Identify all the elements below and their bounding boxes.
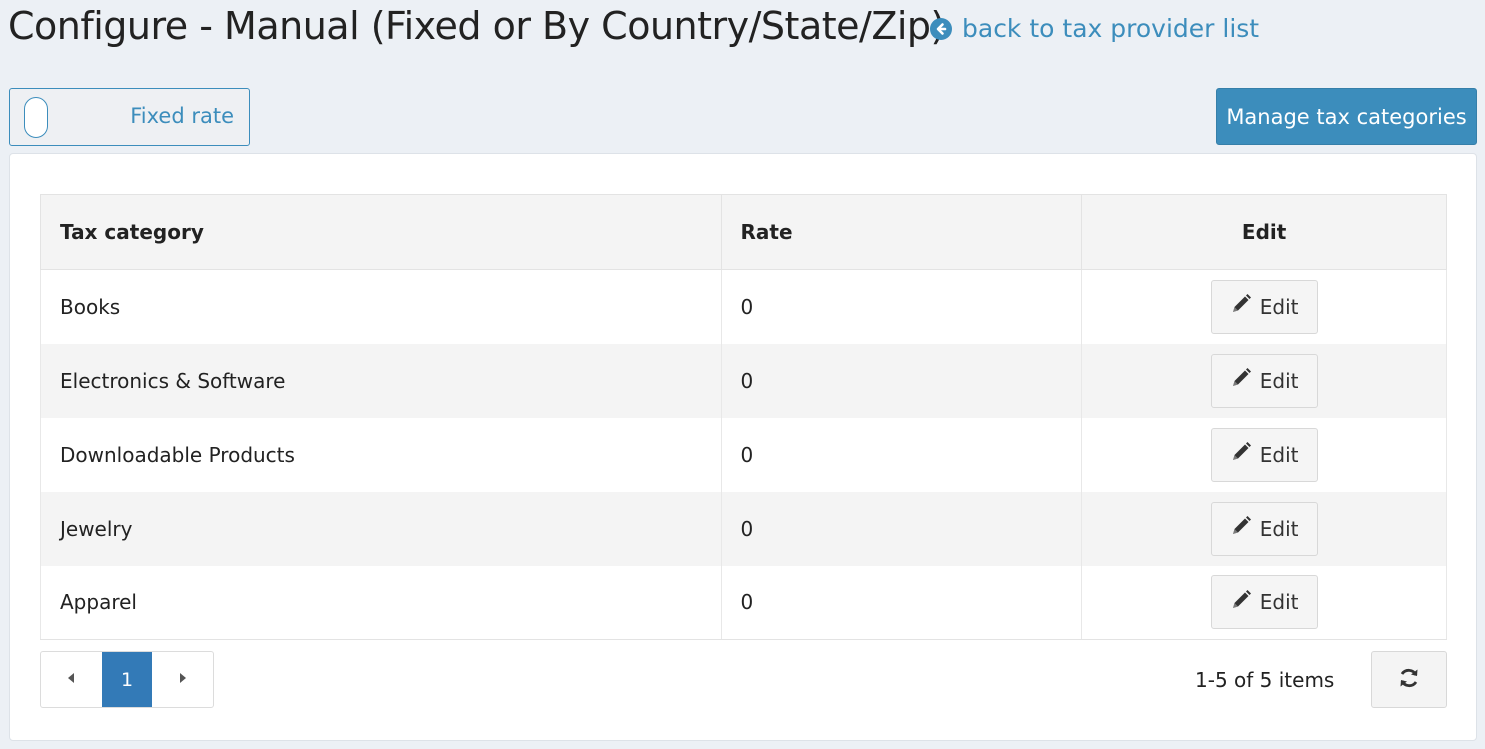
fixed-rate-toggle[interactable]: Fixed rate bbox=[9, 88, 250, 146]
cell-tax-category: Downloadable Products bbox=[40, 417, 722, 492]
cell-edit: Edit bbox=[1081, 343, 1447, 418]
next-page-button[interactable] bbox=[152, 652, 213, 707]
cell-rate: 0 bbox=[720, 343, 1083, 418]
cell-edit: Edit bbox=[1081, 565, 1447, 640]
edit-button-label: Edit bbox=[1259, 294, 1299, 319]
cell-edit: Edit bbox=[1081, 417, 1447, 492]
cell-rate: 0 bbox=[720, 491, 1083, 566]
table-row: Jewelry 0 Edit bbox=[40, 491, 1447, 566]
edit-button-label: Edit bbox=[1259, 442, 1299, 467]
caret-left-icon bbox=[66, 672, 76, 688]
cell-edit: Edit bbox=[1081, 491, 1447, 566]
refresh-icon bbox=[1397, 666, 1421, 694]
pencil-icon bbox=[1230, 293, 1252, 320]
toggle-label: Fixed rate bbox=[130, 104, 234, 128]
column-header-edit: Edit bbox=[1081, 194, 1447, 270]
table-row: Electronics & Software 0 Edit bbox=[40, 343, 1447, 418]
manage-tax-categories-button[interactable]: Manage tax categories bbox=[1216, 88, 1477, 145]
refresh-button[interactable] bbox=[1371, 651, 1447, 708]
back-to-list-link[interactable]: back to tax provider list bbox=[930, 14, 1259, 43]
pencil-icon bbox=[1230, 589, 1252, 616]
cell-tax-category: Electronics & Software bbox=[40, 343, 722, 418]
table-header-row: Tax category Rate Edit bbox=[40, 194, 1447, 270]
arrow-circle-left-icon bbox=[930, 17, 952, 40]
prev-page-button[interactable] bbox=[41, 652, 102, 707]
pencil-icon bbox=[1230, 367, 1252, 394]
cell-rate: 0 bbox=[720, 565, 1083, 640]
table-body: Books 0 Edit Electronics & Software 0 Edit Dow… bbox=[40, 269, 1447, 640]
cell-rate: 0 bbox=[720, 417, 1083, 492]
caret-right-icon bbox=[178, 672, 188, 688]
cell-edit: Edit bbox=[1081, 269, 1447, 344]
pagination: 1 bbox=[40, 651, 214, 708]
edit-button[interactable]: Edit bbox=[1210, 353, 1318, 408]
edit-button[interactable]: Edit bbox=[1210, 575, 1318, 630]
tax-card: Tax category Rate Edit Books 0 Edit Electro… bbox=[9, 153, 1477, 741]
edit-button[interactable]: Edit bbox=[1210, 501, 1318, 556]
column-header-tax-category[interactable]: Tax category bbox=[40, 194, 722, 270]
page-number-current[interactable]: 1 bbox=[101, 652, 153, 707]
tax-category-table: Tax category Rate Edit Books 0 Edit Electro… bbox=[40, 194, 1447, 640]
cell-tax-category: Apparel bbox=[40, 565, 722, 640]
edit-button-label: Edit bbox=[1259, 516, 1299, 541]
toggle-knob[interactable] bbox=[24, 97, 48, 138]
cell-tax-category: Books bbox=[40, 269, 722, 344]
table-row: Apparel 0 Edit bbox=[40, 565, 1447, 640]
table-row: Downloadable Products 0 Edit bbox=[40, 417, 1447, 492]
edit-button[interactable]: Edit bbox=[1210, 279, 1318, 334]
back-link-label: back to tax provider list bbox=[962, 14, 1260, 43]
edit-button-label: Edit bbox=[1259, 368, 1299, 393]
table-row: Books 0 Edit bbox=[40, 269, 1447, 344]
page-title: Configure - Manual (Fixed or By Country/… bbox=[8, 4, 945, 48]
items-count-info: 1-5 of 5 items bbox=[1195, 668, 1335, 692]
pencil-icon bbox=[1230, 441, 1252, 468]
cell-tax-category: Jewelry bbox=[40, 491, 722, 566]
cell-rate: 0 bbox=[720, 269, 1083, 344]
column-header-rate[interactable]: Rate bbox=[720, 194, 1083, 270]
edit-button[interactable]: Edit bbox=[1210, 427, 1318, 482]
edit-button-label: Edit bbox=[1259, 590, 1299, 615]
pencil-icon bbox=[1230, 515, 1252, 542]
